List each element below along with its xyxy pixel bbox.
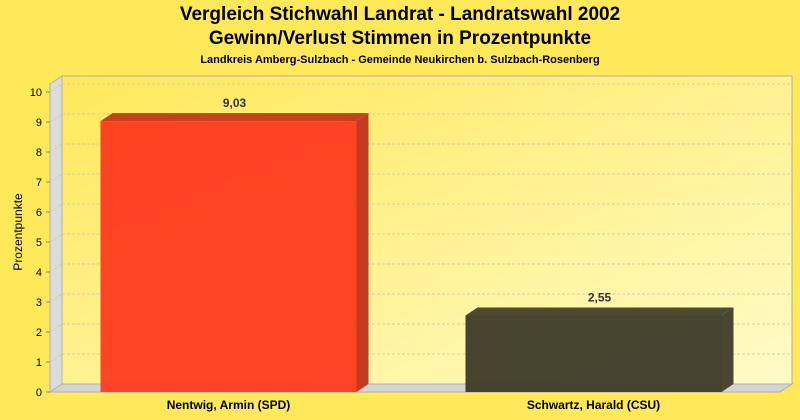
- bar-top: [100, 113, 369, 122]
- y-tick-label: 4: [36, 267, 42, 279]
- data-label: 9,03: [223, 96, 247, 110]
- y-tick-label: 7: [36, 177, 42, 189]
- gridline-side: [49, 323, 63, 333]
- gridline-side: [49, 293, 63, 303]
- bar-side: [721, 307, 734, 392]
- gridline-side: [49, 143, 63, 153]
- y-tick-label: 3: [36, 297, 42, 309]
- chart-subtitle2: Landkreis Amberg-Sulzbach - Gemeinde Neu…: [200, 54, 600, 66]
- y-tick-label: 8: [36, 147, 42, 159]
- bar: [465, 315, 722, 392]
- y-tick-label: 9: [36, 117, 42, 129]
- gridline-side: [49, 83, 63, 93]
- y-tick-label: 1: [36, 357, 42, 369]
- bar-side: [356, 113, 369, 392]
- data-label: 2,55: [588, 291, 612, 305]
- gridline-side: [49, 233, 63, 243]
- chart-title: Vergleich Stichwahl Landrat - Landratswa…: [179, 4, 621, 25]
- chart-subtitle: Gewinn/Verlust Stimmen in Prozentpunkte: [208, 28, 592, 49]
- y-tick-label: 0: [36, 387, 42, 399]
- gridline-side: [49, 353, 63, 363]
- bar-top: [465, 307, 734, 316]
- x-tick-label: Nentwig, Armin (SPD): [167, 398, 291, 412]
- y-tick-label: 2: [36, 327, 42, 339]
- y-tick-label: 6: [36, 207, 42, 219]
- gridline-side: [49, 203, 63, 213]
- x-tick-label: Schwartz, Harald (CSU): [527, 398, 660, 412]
- side-wall: [49, 75, 63, 393]
- gridline-side: [49, 173, 63, 183]
- gridline-side: [49, 113, 63, 123]
- y-tick-label: 5: [36, 237, 42, 249]
- gridline-side: [49, 263, 63, 273]
- bar: [100, 121, 357, 392]
- y-axis-label: Prozentpunkte: [11, 193, 25, 271]
- y-tick-label: 10: [30, 87, 42, 99]
